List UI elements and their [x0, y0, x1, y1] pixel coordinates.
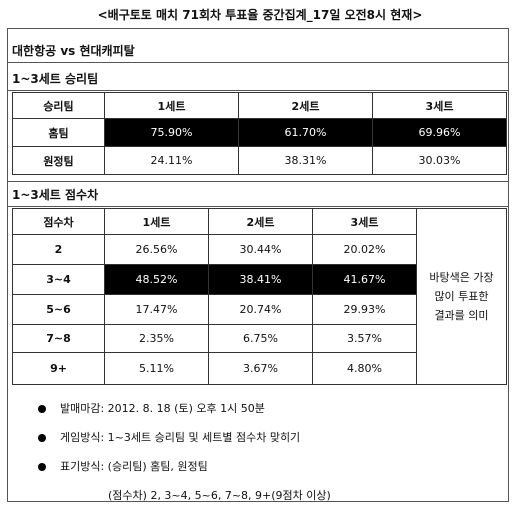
winner-cell: 24.11%: [104, 146, 239, 175]
score-header-label: 점수차: [12, 208, 105, 235]
score-row-label: 9+: [12, 352, 105, 385]
score-cell: 4.80%: [312, 352, 417, 385]
winner-header-set1: 1세트: [104, 92, 239, 119]
score-cell: 3.57%: [312, 324, 417, 353]
winner-header-label: 승리팀: [12, 92, 105, 119]
legend-line: 바탕색은 가장: [429, 271, 494, 284]
score-section-heading: 1~3세트 점수차: [12, 188, 99, 202]
score-row-label: 2: [12, 234, 105, 265]
table-row: 원정팀 24.11% 38.31% 30.03%: [12, 146, 507, 175]
score-header-set3: 3세트: [312, 208, 417, 235]
score-row-label: 5~6: [12, 294, 105, 325]
winner-row-label: 원정팀: [12, 146, 105, 175]
score-cell: 41.67%: [312, 264, 417, 295]
note-score-notation: (점수차) 2, 3~4, 5~6, 7~8, 9+(9점차 이상): [108, 487, 331, 503]
winner-table: 승리팀 1세트 2세트 3세트 홈팀 75.90% 61.70% 69.96% …: [12, 92, 507, 175]
score-row-label: 7~8: [12, 324, 105, 353]
score-cell: 17.47%: [104, 294, 209, 325]
winner-cell: 38.31%: [238, 146, 373, 175]
bullet-icon: [38, 463, 46, 471]
note-text: 게임방식: 1~3세트 승리팀 및 세트별 점수차 맞히기: [60, 431, 301, 444]
table-row: 9+ 5.11% 3.67% 4.80%: [12, 352, 507, 385]
table-row: 5~6 17.47% 20.74% 29.93%: [12, 294, 507, 325]
table-row: 3~4 48.52% 38.41% 41.67%: [12, 264, 507, 295]
note-text: 표기방식: (승리팀) 홈팀, 원정팀: [60, 460, 208, 473]
winner-header-set3: 3세트: [372, 92, 507, 119]
winner-cell: 61.70%: [238, 118, 373, 147]
winner-row-label: 홈팀: [12, 118, 105, 147]
score-cell: 2.35%: [104, 324, 209, 353]
score-cell: 48.52%: [104, 264, 209, 295]
score-row-label: 3~4: [12, 264, 105, 295]
note-deadline: 발매마감: 2012. 8. 18 (토) 오후 1시 50분: [38, 400, 265, 416]
winner-cell: 75.90%: [104, 118, 239, 147]
score-cell: 26.56%: [104, 234, 209, 265]
score-cell: 29.93%: [312, 294, 417, 325]
score-table: 점수차 1세트 2세트 3세트 바탕색은 가장 많이 투표한 결과를 의미 2 …: [12, 208, 507, 385]
divider: [7, 90, 509, 91]
winner-cell: 30.03%: [372, 146, 507, 175]
winner-section-heading: 1~3세트 승리팀: [12, 72, 99, 86]
note-method: 게임방식: 1~3세트 승리팀 및 세트별 점수차 맞히기: [38, 429, 300, 445]
score-cell: 30.44%: [208, 234, 313, 265]
bullet-icon: [38, 434, 46, 442]
score-cell: 20.74%: [208, 294, 313, 325]
legend-line: 많이 투표한: [434, 290, 489, 303]
note-text: (점수차) 2, 3~4, 5~6, 7~8, 9+(9점차 이상): [108, 489, 331, 502]
score-cell: 6.75%: [208, 324, 313, 353]
table-row: 홈팀 75.90% 61.70% 69.96%: [12, 118, 507, 147]
score-cell: 5.11%: [104, 352, 209, 385]
score-cell: 3.67%: [208, 352, 313, 385]
page-title: <배구토토 매치 71회차 투표율 중간집계_17일 오전8시 현재>: [97, 8, 423, 22]
note-notation: 표기방식: (승리팀) 홈팀, 원정팀: [38, 458, 208, 474]
table-row: 2 26.56% 30.44% 20.02%: [12, 234, 507, 265]
winner-cell: 69.96%: [372, 118, 507, 147]
divider: [7, 62, 509, 63]
highlight-legend: 바탕색은 가장 많이 투표한 결과를 의미: [416, 208, 507, 385]
score-cell: 38.41%: [208, 264, 313, 295]
divider: [7, 206, 509, 207]
score-header-set1: 1세트: [104, 208, 209, 235]
winner-header-set2: 2세트: [238, 92, 373, 119]
legend-line: 결과를 의미: [434, 309, 489, 322]
bullet-icon: [38, 405, 46, 413]
divider: [7, 181, 509, 182]
score-header-set2: 2세트: [208, 208, 313, 235]
score-cell: 20.02%: [312, 234, 417, 265]
note-text: 발매마감: 2012. 8. 18 (토) 오후 1시 50분: [60, 402, 265, 415]
match-title: 대한항공 vs 현대캐피탈: [12, 44, 135, 58]
table-row: 7~8 2.35% 6.75% 3.57%: [12, 324, 507, 353]
content-frame: [7, 28, 509, 502]
